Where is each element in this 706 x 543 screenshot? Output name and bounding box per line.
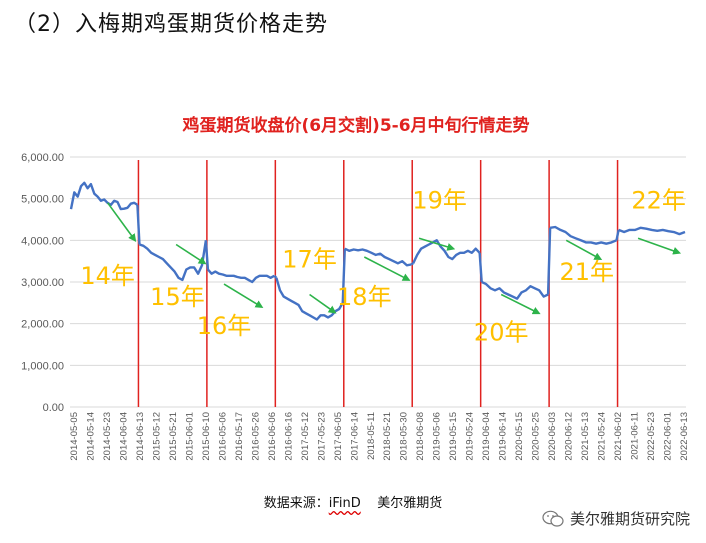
series-connector <box>204 240 210 270</box>
year-label: 17年 <box>282 245 337 273</box>
data-source: 数据来源：iFinD 美尔雅期货 <box>0 492 706 511</box>
x-tick-label: 2022-06-01 <box>663 412 674 461</box>
x-tick-label: 2018-05-21 <box>382 412 393 461</box>
x-tick-label: 2014-05-05 <box>69 412 80 461</box>
year-label: 16年 <box>197 312 252 340</box>
y-tick-label: 3,000.00 <box>21 277 64 289</box>
chart-title: 鸡蛋期货收盘价(6月交割)5-6月中旬行情走势 <box>181 115 529 136</box>
trend-arrow <box>175 243 207 265</box>
y-tick-label: 0.00 <box>43 402 64 414</box>
y-tick-label: 5,000.00 <box>21 194 64 206</box>
x-tick-label: 2016-05-26 <box>250 412 261 461</box>
x-tick-label: 2017-06-05 <box>333 412 344 461</box>
x-axis: 2014-05-05 2014-05-14 2014-05-23 2014-06-04… <box>69 412 690 461</box>
series-connector <box>410 262 414 266</box>
watermark: 美尔雅期货研究院 <box>542 508 690 529</box>
trend-arrows <box>106 202 682 315</box>
x-tick-label: 2019-05-06 <box>432 412 443 461</box>
trend-arrow <box>565 239 603 261</box>
series-line-2016 <box>206 268 275 284</box>
source-provider: iFinD <box>328 496 361 511</box>
series-connector <box>546 227 552 295</box>
x-tick-label: 2020-05-15 <box>514 412 525 461</box>
trend-arrow <box>637 237 682 255</box>
y-tick-label: 6,000.00 <box>21 152 64 164</box>
x-tick-label: 2016-06-16 <box>283 412 294 461</box>
x-tick-label: 2014-06-04 <box>118 412 129 461</box>
year-label: 15年 <box>150 283 205 311</box>
series-line-2018 <box>344 247 412 267</box>
wechat-icon <box>542 510 564 527</box>
x-tick-label: 2020-06-12 <box>564 412 575 461</box>
x-tick-label: 2021-06-02 <box>613 412 624 461</box>
y-tick-label: 4,000.00 <box>21 235 64 247</box>
x-tick-label: 2014-05-14 <box>85 412 96 461</box>
series-connector <box>273 274 278 279</box>
source-org: 美尔雅期货 <box>377 496 443 511</box>
x-tick-label: 2017-05-23 <box>316 412 327 461</box>
x-tick-label: 2019-06-04 <box>481 412 492 461</box>
x-tick-label: 2015-06-10 <box>201 412 212 461</box>
trend-arrow <box>309 293 337 314</box>
x-tick-label: 2014-05-23 <box>102 412 113 461</box>
year-label: 22年 <box>631 186 686 214</box>
year-label: 18年 <box>337 283 392 311</box>
y-axis: 0.00 1,000.00 2,000.00 3,000.00 4,000.00 5,00… <box>21 152 64 414</box>
x-tick-label: 2017-06-14 <box>349 412 360 461</box>
x-tick-label: 2015-06-01 <box>184 412 195 461</box>
year-label: 14年 <box>80 262 135 290</box>
x-tick-label: 2020-05-25 <box>531 412 542 461</box>
series-line-2017 <box>275 277 344 321</box>
series-connector <box>615 229 620 241</box>
trend-arrow <box>363 256 411 281</box>
trend-arrow <box>418 237 456 251</box>
series-connector <box>341 248 347 303</box>
y-tick-label: 1,000.00 <box>21 360 64 372</box>
x-tick-label: 2019-05-15 <box>448 412 459 461</box>
price-series <box>69 181 686 321</box>
x-tick-label: 2016-06-06 <box>267 412 278 461</box>
x-tick-label: 2022-06-13 <box>679 412 690 461</box>
trend-arrow <box>106 202 137 242</box>
x-tick-label: 2021-05-13 <box>580 412 591 461</box>
series-connector <box>478 252 483 283</box>
x-tick-label: 2017-05-12 <box>300 412 311 461</box>
watermark-text: 美尔雅期货研究院 <box>569 510 690 528</box>
x-tick-label: 2019-05-24 <box>465 412 476 461</box>
x-tick-label: 2018-05-11 <box>366 412 377 460</box>
year-label: 20年 <box>474 318 529 346</box>
series-line-2015 <box>139 240 208 282</box>
x-tick-label: 2019-06-14 <box>498 412 509 461</box>
x-tick-label: 2018-05-30 <box>399 412 410 461</box>
series-connector <box>136 204 141 245</box>
year-label: 19年 <box>412 186 467 214</box>
x-tick-label: 2014-06-13 <box>135 412 146 461</box>
gridlines <box>70 156 686 408</box>
x-tick-label: 2021-05-24 <box>597 412 608 461</box>
trend-arrow <box>500 293 541 315</box>
series-line-2014 <box>69 181 139 211</box>
trend-arrow <box>223 283 264 309</box>
x-tick-label: 2020-06-03 <box>547 412 558 461</box>
series-line-2019 <box>412 239 481 264</box>
x-tick-label: 2022-05-23 <box>646 412 657 461</box>
x-tick-label: 2016-05-06 <box>217 412 228 461</box>
year-label: 21年 <box>559 258 614 286</box>
y-tick-label: 2,000.00 <box>21 319 64 331</box>
x-tick-label: 2015-05-21 <box>168 412 179 461</box>
x-tick-label: 2021-06-11 <box>630 412 641 460</box>
page-heading: （2）入梅期鸡蛋期货价格走势 <box>14 12 328 37</box>
series-line-2022 <box>618 226 686 236</box>
series-line-2020 <box>481 280 549 300</box>
series-line-2021 <box>549 225 617 245</box>
x-tick-label: 2015-05-12 <box>151 412 162 461</box>
x-tick-label: 2016-05-17 <box>234 412 245 461</box>
x-tick-label: 2018-06-08 <box>415 412 426 461</box>
source-label: 数据来源： <box>263 496 329 511</box>
